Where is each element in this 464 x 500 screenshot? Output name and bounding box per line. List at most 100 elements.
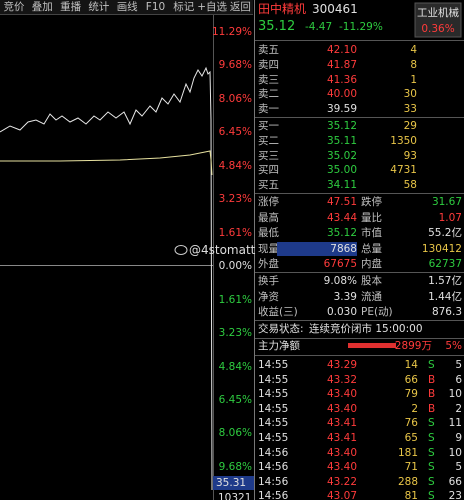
book-price: 42.10: [326, 44, 357, 56]
axis-label: 3.23%: [218, 193, 252, 206]
trade-count: 2: [455, 402, 462, 415]
trade-volume: 14: [404, 359, 418, 371]
axis-label: 6.45%: [218, 126, 252, 139]
toolbar-button[interactable]: 统计: [88, 1, 110, 13]
stat-value: 55.2亿: [428, 227, 462, 240]
trade-price: 43.40: [326, 461, 357, 474]
toolbar-button[interactable]: F10: [145, 1, 166, 13]
book-price: 35.00: [326, 164, 357, 177]
book-volume: 30: [403, 88, 417, 101]
trade-time: 14:55: [258, 373, 289, 386]
toolbar-button[interactable]: +自选: [197, 1, 227, 13]
book-price: 35.11: [326, 134, 357, 147]
trade-price: 43.40: [326, 446, 357, 459]
stat-value: 1.57亿: [428, 275, 462, 287]
book-price: 34.11: [326, 179, 357, 192]
book-level: 卖五: [258, 44, 279, 56]
stat-value: 1.44亿: [428, 290, 462, 303]
trade-time: 14:55: [258, 432, 289, 444]
trade-time: 14:56: [258, 446, 289, 459]
sector-box[interactable]: [414, 2, 462, 38]
trade-price: 43.29: [326, 359, 357, 371]
stock-name: 田中精机: [258, 2, 307, 16]
stat-label: PE(动): [361, 306, 393, 319]
stat-label: 收益(三): [258, 306, 298, 319]
toolbar-button[interactable]: 重播: [60, 1, 82, 13]
axis-label: 8.06%: [218, 92, 252, 105]
trade-price: 43.40: [326, 402, 357, 415]
book-price: 41.87: [326, 58, 357, 71]
change: -4.47: [305, 21, 333, 33]
trade-price: 43.07: [326, 490, 357, 500]
trade-side: S: [428, 417, 435, 430]
trade-volume: 65: [404, 432, 418, 444]
trade-side: S: [428, 490, 435, 500]
trade-volume: 288: [397, 475, 418, 488]
stat-label: 换手: [258, 275, 279, 287]
stat-label: 内盘: [361, 258, 382, 271]
trade-volume: 71: [404, 461, 418, 474]
status-value: 连续竞价闭市 15:00:00: [309, 323, 423, 335]
trade-time: 14:55: [258, 359, 289, 371]
book-volume: 1350: [390, 134, 417, 147]
price: 35.12: [258, 19, 296, 34]
trade-side: B: [428, 388, 436, 401]
flow-bar: [348, 343, 396, 348]
trade-side: S: [428, 475, 435, 488]
trade-count: 9: [455, 432, 462, 444]
axis-label: 9.68%: [218, 59, 252, 72]
book-volume: 4731: [390, 164, 417, 177]
book-volume: 33: [403, 103, 417, 116]
book-volume: 8: [410, 58, 417, 71]
book-price: 35.12: [326, 120, 357, 132]
trade-price: 43.41: [326, 417, 357, 430]
stat-label: 涨停: [258, 196, 279, 208]
trade-volume: 76: [404, 417, 418, 430]
trade-side: B: [428, 373, 436, 386]
book-price: 35.02: [326, 149, 357, 162]
toolbar-bg: [0, 0, 253, 14]
flow-pct: 5%: [445, 340, 462, 352]
toolbar-button[interactable]: 竞价: [3, 1, 25, 13]
book-price: 40.00: [326, 88, 357, 101]
stat-label: 外盘: [258, 258, 279, 271]
stat-value: 7868: [277, 241, 357, 256]
trade-count: 10: [448, 446, 462, 459]
stat-value: 876.3: [431, 306, 462, 319]
stat-value: 9.08%: [323, 275, 357, 287]
trade-volume: 66: [404, 373, 418, 386]
toolbar-button[interactable]: 叠加: [31, 1, 53, 13]
book-level: 买五: [258, 179, 279, 192]
stat-value: 130412: [421, 242, 462, 255]
trade-volume: 2: [411, 402, 418, 415]
stock-code: 300461: [312, 2, 358, 16]
stat-value: 43.44: [326, 211, 357, 224]
current-price: 35.31: [216, 477, 247, 489]
axis-label: 10321: [218, 492, 252, 500]
book-level: 买三: [258, 149, 279, 162]
sector[interactable]: 工业机械: [417, 7, 459, 19]
toolbar-button[interactable]: 画线: [116, 1, 138, 13]
axis-label: 11.29%: [211, 26, 252, 38]
trade-side: S: [428, 446, 435, 459]
watermark: @4stomatt: [189, 243, 256, 257]
trade-volume: 79: [404, 388, 418, 401]
book-volume: 93: [403, 149, 417, 162]
trade-price: 43.40: [326, 388, 357, 401]
toolbar-button[interactable]: 返回: [229, 1, 251, 13]
stat-value: 0.030: [326, 306, 357, 319]
flow-value: 2899万: [394, 340, 432, 352]
average-line: [0, 150, 213, 176]
trade-time: 14:56: [258, 490, 289, 500]
trade-side: S: [428, 359, 435, 371]
status-label: 交易状态:: [258, 323, 304, 335]
axis-label: 3.23%: [218, 327, 252, 340]
book-volume: 1: [410, 73, 417, 86]
weibo-icon: [174, 245, 188, 255]
toolbar-button[interactable]: 标记: [173, 1, 195, 13]
stat-value: 62737: [428, 258, 462, 271]
book-level: 卖二: [258, 88, 279, 101]
trade-time: 14:55: [258, 388, 289, 401]
